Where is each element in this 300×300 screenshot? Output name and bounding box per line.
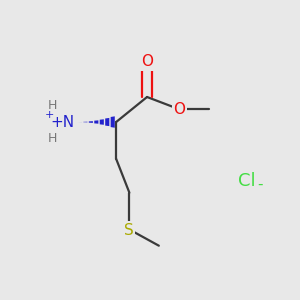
Text: H: H [48, 132, 57, 145]
Text: -: - [258, 176, 263, 191]
Polygon shape [89, 121, 93, 123]
Polygon shape [111, 116, 115, 128]
Text: Cl: Cl [238, 172, 256, 190]
Text: O: O [173, 102, 185, 117]
Text: H: H [48, 99, 58, 112]
Text: O: O [141, 54, 153, 69]
Polygon shape [94, 120, 98, 124]
Polygon shape [105, 118, 109, 126]
Text: S: S [124, 223, 134, 238]
Text: +N: +N [51, 115, 75, 130]
Text: +: + [45, 110, 55, 120]
Polygon shape [100, 119, 104, 125]
